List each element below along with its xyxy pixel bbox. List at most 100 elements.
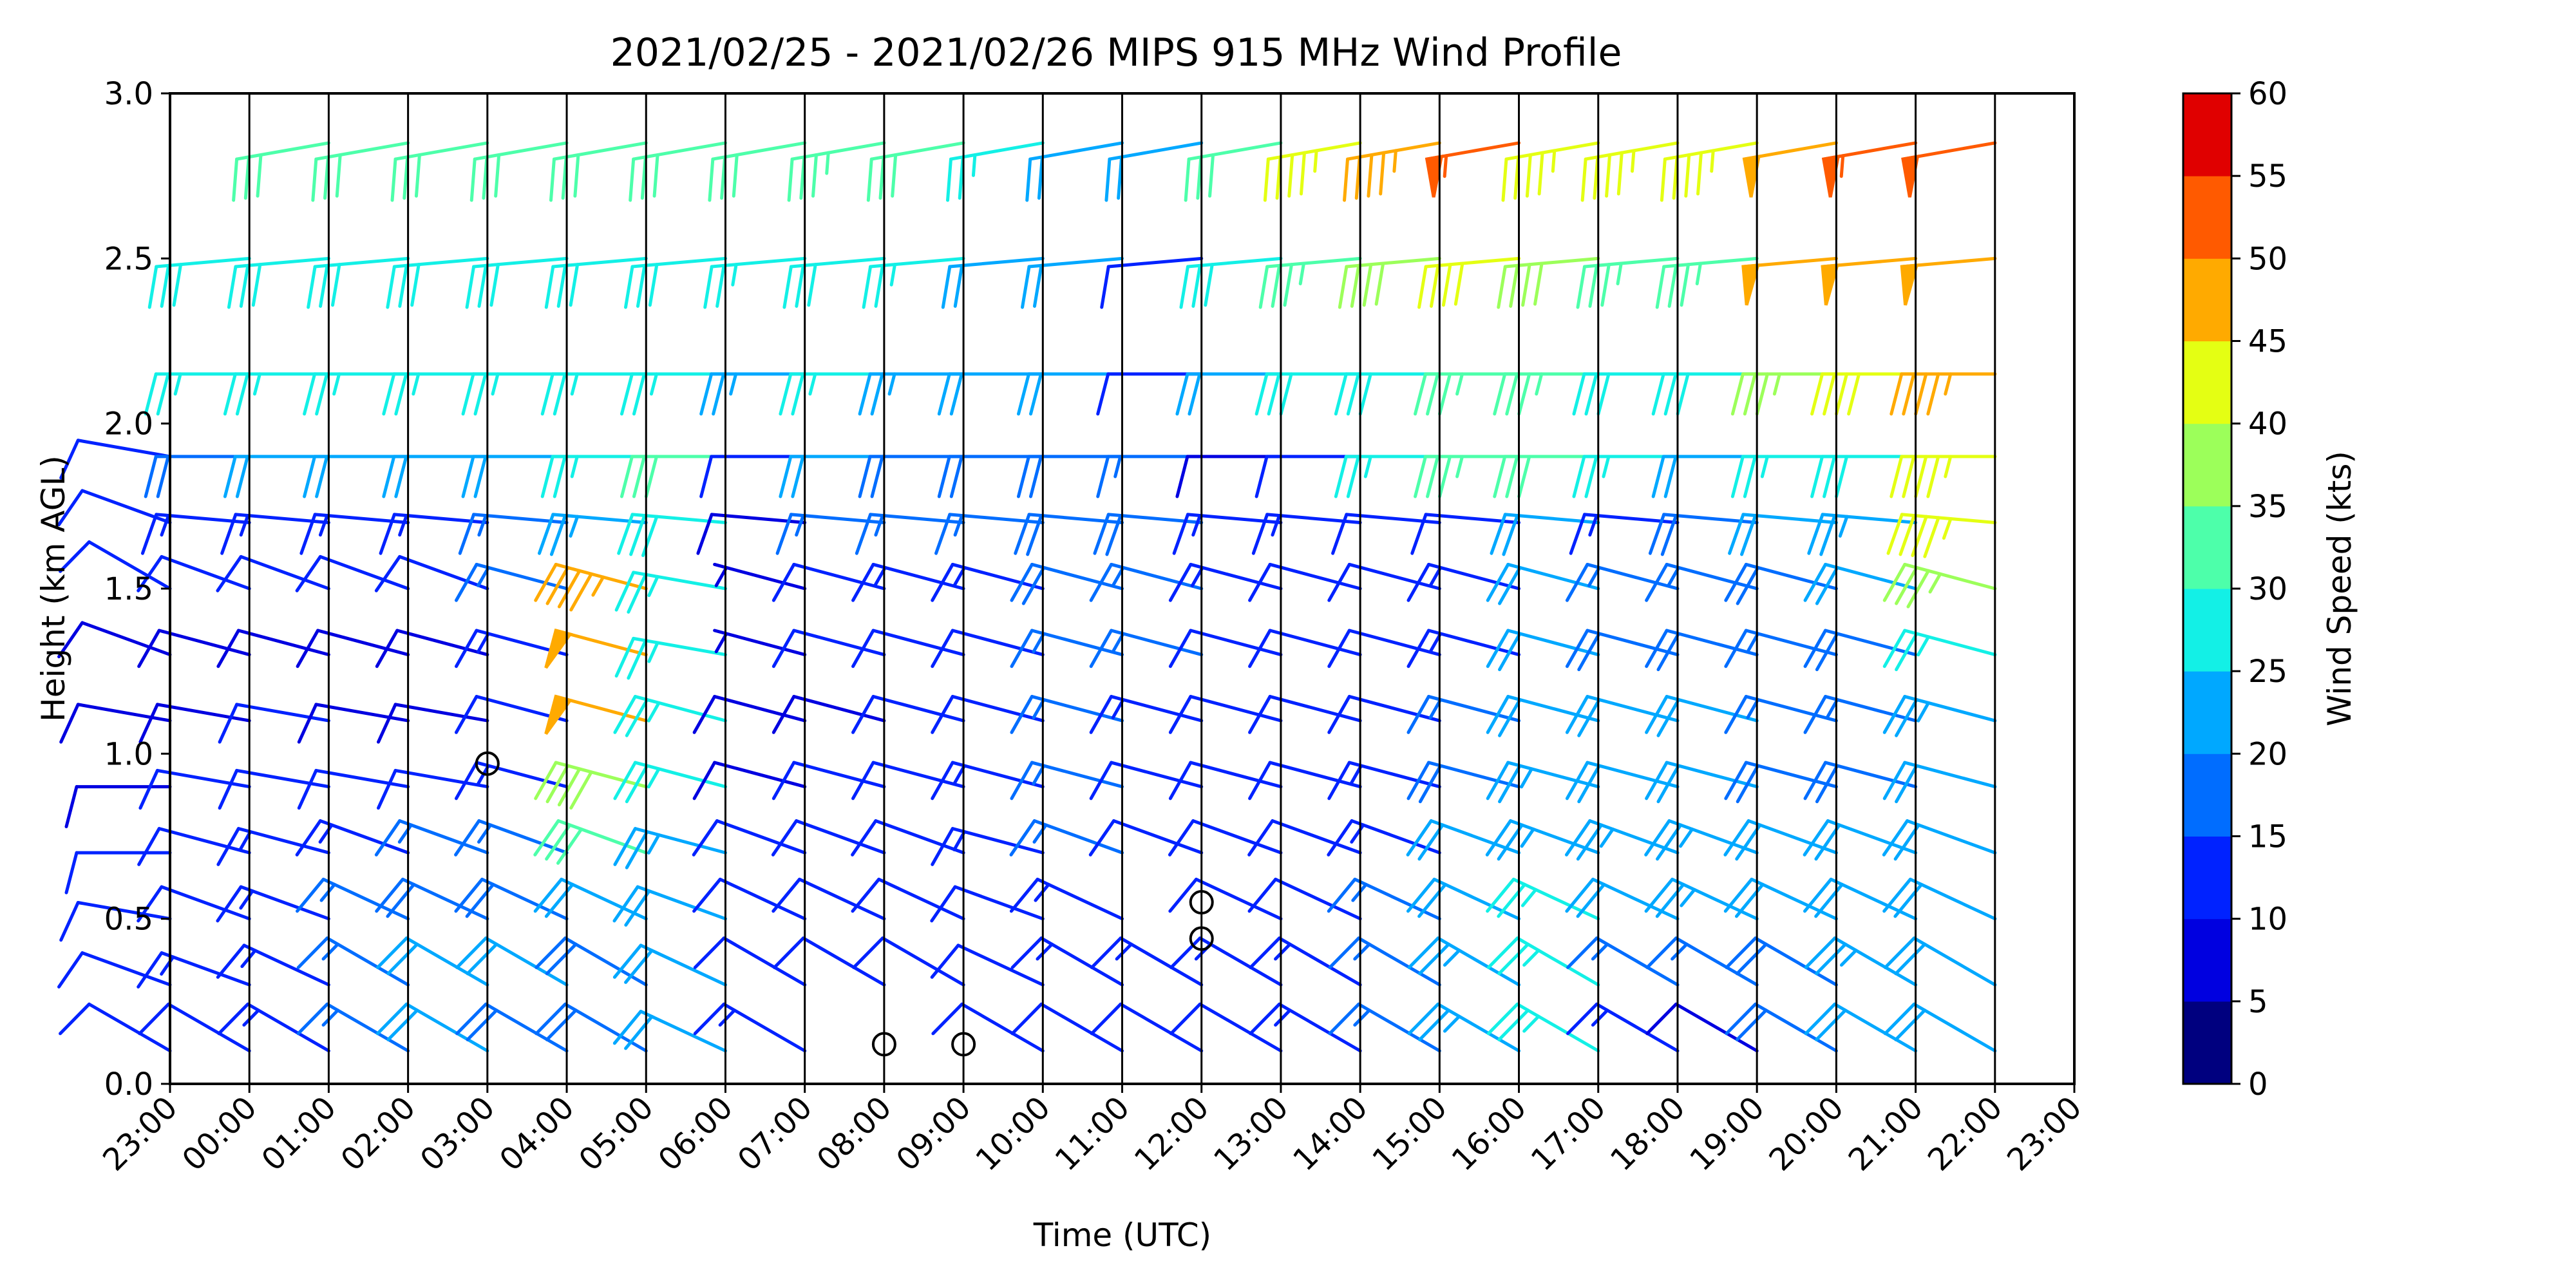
colorbar-segment xyxy=(2183,589,2231,672)
barb-half xyxy=(1363,455,1372,478)
barb-full xyxy=(218,703,239,744)
barb-full xyxy=(699,372,714,416)
barb-shaft xyxy=(236,827,330,855)
barb-full xyxy=(1374,261,1385,306)
barb-full xyxy=(851,629,875,668)
barb-full xyxy=(1346,455,1360,498)
wind-barb xyxy=(375,936,489,987)
barb-shaft xyxy=(1506,562,1600,591)
barb-full xyxy=(299,513,317,555)
barb-full xyxy=(375,936,408,969)
barb-full xyxy=(1724,562,1748,602)
barb-half xyxy=(570,372,579,396)
wind-barb xyxy=(137,554,251,592)
barb-half xyxy=(321,1009,340,1027)
barb-full xyxy=(1572,455,1586,498)
barb-full xyxy=(217,1002,250,1036)
barb-shaft xyxy=(155,256,251,269)
barb-full xyxy=(1566,1002,1598,1036)
barb-half xyxy=(412,372,421,396)
barb-shaft xyxy=(552,141,648,161)
barb-full xyxy=(382,372,396,416)
barb-shaft xyxy=(1665,761,1759,789)
barb-full xyxy=(1724,695,1748,734)
barb-full xyxy=(1009,819,1036,857)
barb-flag xyxy=(544,694,573,735)
wind-barb xyxy=(1343,141,1441,202)
barb-full xyxy=(549,157,556,202)
wind-barb xyxy=(375,629,489,668)
barb-half xyxy=(825,151,830,175)
wind-barb xyxy=(1501,141,1600,202)
wind-barb xyxy=(772,761,886,800)
barb-flag xyxy=(1741,263,1761,306)
wind-barb xyxy=(1406,761,1521,804)
barb-full xyxy=(791,372,805,416)
x-tick-label: 13:00 xyxy=(1207,1090,1295,1178)
barb-full xyxy=(569,263,580,307)
barb-full xyxy=(1889,455,1904,498)
barb-full xyxy=(1728,513,1745,555)
barb-full xyxy=(1486,562,1510,602)
barb-half xyxy=(1678,828,1694,848)
barb-full xyxy=(931,695,954,734)
barb-shaft xyxy=(155,768,251,789)
barb-half xyxy=(1115,942,1133,961)
barb-full xyxy=(1010,629,1034,668)
wind-barb xyxy=(375,1002,489,1053)
barb-full xyxy=(1426,372,1440,416)
barb-full xyxy=(1807,513,1824,555)
barb-full xyxy=(1576,882,1606,918)
barb-shaft xyxy=(1671,877,1759,921)
barb-full xyxy=(1328,1002,1361,1036)
barb-full xyxy=(644,455,658,498)
barb-shaft xyxy=(951,562,1045,591)
barb-shaft xyxy=(1511,877,1600,921)
barb-full xyxy=(1367,153,1374,198)
wind-barb xyxy=(1645,936,1759,987)
barb-full xyxy=(172,263,183,307)
barb-half xyxy=(1839,154,1845,178)
barb-shaft xyxy=(564,936,648,987)
barb-full xyxy=(1533,261,1544,306)
barb-shaft xyxy=(1347,629,1441,657)
barb-full xyxy=(1169,936,1202,969)
barb-shaft xyxy=(790,141,886,161)
barb-full xyxy=(137,951,164,989)
colorbar-segment xyxy=(2183,176,2231,259)
wind-barb xyxy=(216,885,330,923)
barb-full xyxy=(1735,942,1768,976)
barb-full xyxy=(1616,151,1624,196)
barb-full xyxy=(375,877,404,913)
wind-barb xyxy=(862,256,965,309)
barb-half xyxy=(491,372,500,396)
barb-full xyxy=(934,513,952,555)
barb-full xyxy=(223,372,237,416)
barb-shaft xyxy=(560,877,648,921)
barb-shaft xyxy=(956,943,1045,987)
wind-barb xyxy=(374,554,489,592)
barb-full xyxy=(1248,629,1272,668)
wind-barb xyxy=(772,877,886,921)
barb-shaft xyxy=(1278,936,1362,987)
wind-barb xyxy=(1328,1002,1441,1053)
barb-full xyxy=(1810,372,1824,416)
barb-full xyxy=(1279,372,1293,416)
barb-full xyxy=(779,372,793,416)
barb-shaft xyxy=(639,943,727,987)
barb-half xyxy=(318,513,329,537)
barb-full xyxy=(1895,632,1918,672)
barb-half xyxy=(1350,823,1365,844)
barb-shaft xyxy=(1110,695,1204,723)
barb-full xyxy=(57,489,84,527)
barb-full xyxy=(1441,263,1452,307)
wind-barb xyxy=(1010,695,1124,734)
barb-shaft xyxy=(1744,695,1838,723)
wind-barb xyxy=(1889,455,1997,498)
barb-half xyxy=(1455,372,1464,396)
barb-full xyxy=(692,877,722,913)
barb-shaft xyxy=(1268,695,1362,723)
barb-half xyxy=(889,263,896,287)
barb-shaft xyxy=(713,761,807,789)
barb-shaft xyxy=(1750,877,1838,921)
